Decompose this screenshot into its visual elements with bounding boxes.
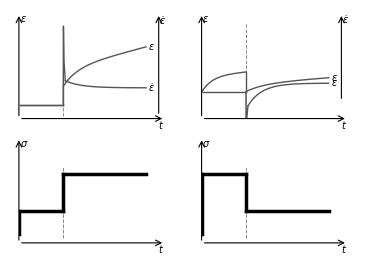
Text: t: t [341, 121, 345, 131]
Text: t: t [341, 246, 345, 255]
Text: ε: ε [203, 14, 208, 24]
Text: ε̇: ε̇ [160, 16, 165, 26]
Text: σ: σ [203, 139, 209, 149]
Text: t: t [159, 121, 163, 131]
Text: ε: ε [149, 42, 154, 52]
Text: σ: σ [20, 139, 26, 149]
Text: ε: ε [20, 14, 26, 24]
Text: ε̇: ε̇ [149, 83, 154, 93]
Text: t: t [159, 246, 163, 255]
Text: ε: ε [331, 73, 336, 83]
Text: ε̇: ε̇ [331, 78, 336, 88]
Text: ε̇: ε̇ [343, 16, 348, 25]
